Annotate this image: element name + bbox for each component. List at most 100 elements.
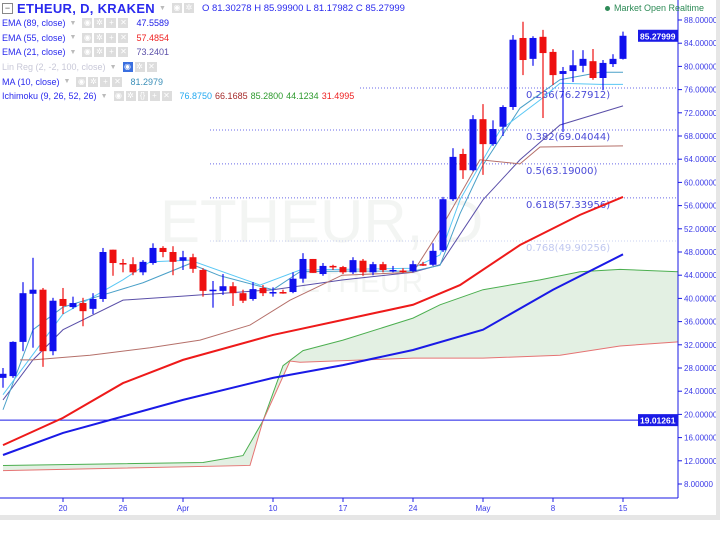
candle-body [379, 264, 387, 270]
indicator-row[interactable]: EMA (21, close) ▼ ◉ ✲ + ✕ 73.2401 [2, 45, 405, 60]
eye-icon[interactable]: ◉ [82, 32, 93, 43]
indicator-row[interactable]: EMA (55, close) ▼ ◉ ✲ + ✕ 57.4854 [2, 31, 405, 46]
price-tick-label: 40.00000 [684, 294, 718, 303]
close-icon[interactable]: ✕ [118, 47, 129, 58]
candle [599, 60, 607, 91]
chevron-down-icon[interactable]: ▼ [109, 63, 117, 71]
fib-label: 0.618(57.33956) [526, 200, 610, 211]
candle [509, 35, 517, 110]
candle-body [239, 293, 247, 301]
candle [269, 287, 277, 297]
hline-price-label: 19.01261 [640, 416, 676, 426]
gear-icon[interactable]: ✲ [125, 91, 136, 102]
candle-body [419, 264, 427, 266]
candle [249, 282, 257, 301]
candle [259, 285, 267, 297]
close-icon[interactable]: ✕ [118, 32, 129, 43]
candle-body [59, 298, 67, 306]
chevron-down-icon[interactable]: ▼ [159, 4, 166, 12]
close-icon[interactable]: ✕ [118, 18, 129, 29]
candle-body [279, 292, 287, 294]
candle [559, 66, 567, 132]
chevron-down-icon[interactable]: ▼ [63, 78, 71, 86]
close-icon[interactable]: ✕ [112, 76, 123, 87]
candle-body [359, 260, 367, 273]
indicator-line [2, 253, 624, 456]
candle-body [489, 129, 497, 145]
ohlc-values: O 81.30278 H 85.99900 L 81.17982 C 85.27… [201, 2, 405, 14]
candle [499, 105, 507, 136]
indicator-label: Ichimoku (9, 26, 52, 26) [2, 91, 97, 102]
gear-icon[interactable]: ✲ [94, 32, 105, 43]
chevron-down-icon[interactable]: ▼ [100, 92, 108, 100]
candle-body [129, 264, 137, 273]
gear-icon[interactable]: ✲ [94, 47, 105, 58]
indicator-row[interactable]: Lin Reg (2, -2, 100, close) ▼ ◉ ✲ ✕ [2, 60, 405, 75]
eye-icon[interactable]: ◉ [76, 76, 87, 87]
candle-body [179, 257, 187, 261]
chevron-down-icon[interactable]: ▼ [69, 19, 77, 27]
candle [69, 296, 77, 309]
candle-body [159, 247, 167, 252]
gear-icon[interactable]: ✲ [134, 62, 145, 73]
indicator-label: EMA (89, close) [2, 18, 66, 29]
candle-body [289, 278, 297, 293]
candle-body [409, 264, 417, 272]
candle [609, 54, 617, 67]
symbol-title[interactable]: ETHEUR, D, KRAKEN [17, 0, 155, 16]
indicator-label: EMA (21, close) [2, 47, 66, 58]
price-tick-label: 8.00000 [684, 480, 713, 489]
candle [49, 297, 57, 356]
chevron-down-icon[interactable]: ▼ [69, 34, 77, 42]
collapse-icon[interactable]: − [2, 2, 13, 14]
candle [319, 263, 327, 276]
eye-icon[interactable]: ◉ [171, 3, 182, 13]
close-icon[interactable]: ✕ [146, 62, 157, 73]
candle [519, 21, 527, 76]
plus-icon[interactable]: + [106, 18, 117, 29]
chevron-down-icon[interactable]: ▼ [69, 48, 77, 56]
gear-icon[interactable]: ✲ [88, 76, 99, 87]
candle-body [199, 269, 207, 291]
gear-icon[interactable]: ✲ [94, 18, 105, 29]
eye-icon[interactable]: ◉ [82, 47, 93, 58]
candle [179, 250, 187, 270]
candle-body [109, 249, 117, 264]
plus-icon[interactable]: + [100, 76, 111, 87]
candle-body [19, 293, 27, 342]
chart-legend: − ETHEUR, D, KRAKEN ▼ ◉ ✲ O 81.30278 H 85… [2, 0, 405, 104]
candle [29, 257, 37, 348]
price-tick-label: 36.00000 [684, 318, 718, 327]
plus-icon[interactable]: + [106, 32, 117, 43]
candle [539, 29, 547, 119]
candle-body [89, 298, 97, 309]
candle [229, 282, 237, 306]
candle-body [29, 289, 37, 294]
candle [0, 368, 7, 388]
close-icon[interactable]: ✕ [161, 91, 172, 102]
candle-body [219, 286, 227, 291]
candle-body [169, 252, 177, 262]
candle-body [299, 258, 307, 279]
candle [169, 246, 177, 276]
eye-icon[interactable]: ◉ [82, 18, 93, 29]
eye-icon[interactable]: ◉ [113, 91, 124, 102]
candle-body [309, 258, 317, 273]
candle-body [209, 289, 217, 292]
plus-icon[interactable]: + [149, 91, 160, 102]
ichimoku-span-a [2, 268, 679, 466]
candle [619, 31, 627, 60]
source-icon[interactable]: {} [137, 91, 148, 102]
gear-icon[interactable]: ✲ [183, 3, 194, 13]
candle [429, 243, 437, 266]
eye-icon[interactable]: ◉ [122, 62, 133, 73]
indicator-row[interactable]: EMA (89, close) ▼ ◉ ✲ + ✕ 47.5589 [2, 16, 405, 31]
plus-icon[interactable]: + [106, 47, 117, 58]
right-border [716, 0, 720, 520]
price-tick-label: 56.00000 [684, 202, 718, 211]
last-price-label: 85.27999 [640, 31, 676, 41]
indicator-row[interactable]: MA (10, close) ▼ ◉ ✲ + ✕ 81.2979 [2, 74, 405, 89]
candle-body [469, 119, 477, 171]
indicator-ichimoku[interactable]: Ichimoku (9, 26, 52, 26) ▼ ◉ ✲{} + ✕ 76.875… [2, 89, 405, 104]
